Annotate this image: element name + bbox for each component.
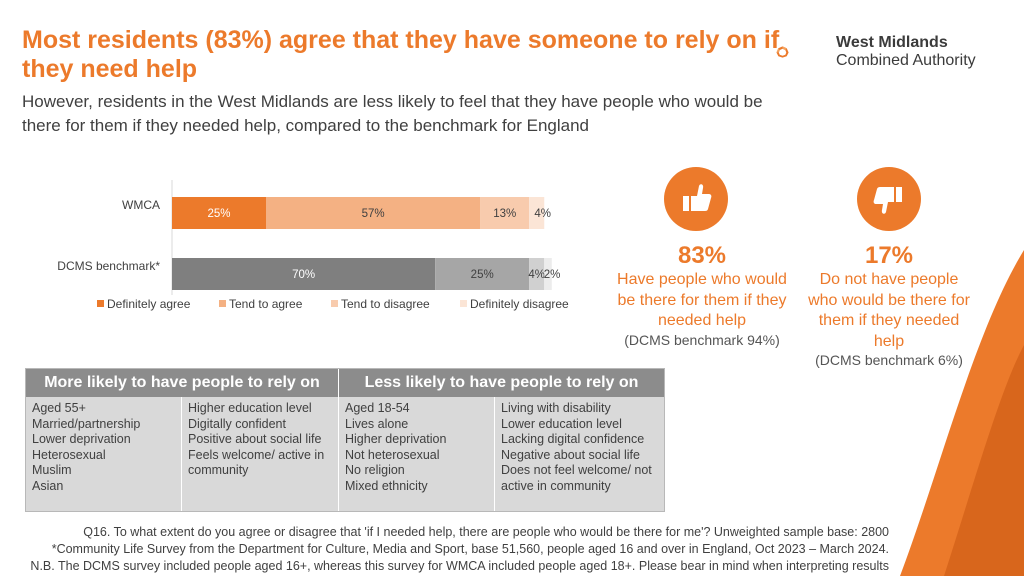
- legend-label: Definitely disagree: [470, 297, 569, 311]
- logo-wordmark: West Midlands Combined Authority: [836, 34, 976, 70]
- data-label: 13%: [493, 208, 516, 220]
- list-item: Positive about social life: [188, 432, 322, 446]
- data-label: 70%: [292, 269, 315, 281]
- more-likely-column-1: Aged 55+ Married/partnership Lower depri…: [26, 397, 181, 511]
- legend-swatch: [460, 300, 467, 307]
- legend-swatch: [97, 300, 104, 307]
- list-item: Does not feel welcome/ not: [501, 463, 652, 477]
- list-item: Muslim: [32, 463, 72, 477]
- bar-segment: [544, 258, 552, 290]
- agree-desc-line: be there for them if they: [617, 291, 787, 309]
- disagree-percentage: 17%: [864, 242, 914, 269]
- list-item: No religion: [345, 463, 405, 477]
- footnote-line: *Community Life Survey from the Departme…: [51, 542, 889, 556]
- list-item: Digitally confident: [188, 416, 286, 431]
- agree-desc-line: needed help: [657, 312, 747, 329]
- list-item: Lower deprivation: [32, 432, 131, 446]
- less-likely-column-2: Living with disability Lower education l…: [495, 397, 664, 511]
- legend-label: Tend to agree: [229, 297, 303, 311]
- more-likely-column-2: Higher education level Digitally confide…: [182, 397, 338, 511]
- bar-segment: [529, 258, 545, 290]
- legend-swatch: [219, 300, 226, 307]
- data-label: 25%: [207, 208, 230, 220]
- disagree-desc-line: help: [873, 332, 905, 350]
- page-subtitle: However, residents in the West Midlands …: [22, 92, 763, 135]
- less-likely-column-1: Aged 18-54 Lives alone Higher deprivatio…: [339, 397, 494, 511]
- logo-line-2: Combined Authority: [836, 52, 976, 69]
- bar-segment: [266, 197, 481, 229]
- logo-line-1: West Midlands: [836, 34, 948, 51]
- footnotes: Q16. To what extent do you agree or disa…: [9, 524, 889, 575]
- list-item: Asian: [32, 478, 64, 493]
- agree-percentage: 83%: [677, 242, 727, 269]
- bar-segment: [172, 197, 266, 229]
- footnote-line: Q16. To what extent do you agree or disa…: [83, 525, 889, 539]
- thumbs-down-icon: [857, 167, 921, 231]
- footnote-line: N.B. The DCMS survey included people age…: [30, 559, 889, 573]
- disagree-desc-line: who would be there for: [808, 291, 970, 309]
- list-item: Aged 55+: [32, 401, 86, 415]
- disagree-benchmark: (DCMS benchmark 6%): [815, 352, 963, 368]
- list-item: Higher education level: [188, 401, 312, 415]
- bar-segment: [529, 197, 545, 229]
- data-label: 4%: [528, 269, 545, 281]
- list-item: Heterosexual: [32, 447, 106, 462]
- data-label: 57%: [362, 208, 385, 220]
- list-item: Living with disability: [501, 401, 611, 415]
- list-item: Lacking digital confidence: [501, 432, 645, 446]
- data-label: 25%: [471, 269, 494, 281]
- legend-label: Definitely agree: [107, 297, 191, 311]
- bar-segment: [435, 258, 530, 290]
- bar-segment: [480, 197, 530, 229]
- category-label: WMCA: [122, 198, 160, 212]
- list-item: Feels welcome/ active in: [188, 447, 325, 462]
- list-item: Not heterosexual: [345, 447, 440, 462]
- data-label: 4%: [534, 208, 551, 220]
- data-label: 2%: [544, 269, 561, 281]
- list-item: Lives alone: [345, 416, 409, 431]
- list-item: community: [188, 463, 249, 477]
- list-item: Lower education level: [501, 416, 622, 431]
- disagree-desc-line: them if they needed: [818, 312, 960, 329]
- list-item: Aged 18-54: [345, 401, 410, 415]
- less-likely-header: Less likely to have people to rely on: [339, 369, 664, 397]
- list-item: Married/partnership: [32, 416, 141, 431]
- disagree-description: Do not have people who would be there fo…: [789, 270, 989, 352]
- agree-description: Have people who would be there for them …: [602, 270, 802, 332]
- likelihood-table: More likely to have people to rely on Le…: [25, 368, 665, 512]
- list-item: Negative about social life: [501, 447, 640, 462]
- disagree-desc-line: Do not have people: [819, 271, 959, 288]
- thumbs-up-icon: [664, 167, 728, 231]
- list-item: Higher deprivation: [345, 432, 447, 446]
- list-item: Mixed ethnicity: [345, 478, 428, 493]
- legend-label: Tend to disagree: [341, 297, 430, 311]
- agree-benchmark: (DCMS benchmark 94%): [624, 332, 780, 348]
- legend-swatch: [331, 300, 338, 307]
- more-likely-header: More likely to have people to rely on: [26, 369, 338, 397]
- list-item: active in community: [501, 478, 611, 493]
- category-label: DCMS benchmark*: [57, 259, 160, 273]
- page-title: Most residents (83%) agree that they hav…: [22, 26, 780, 83]
- agree-desc-line: Have people who would: [617, 271, 787, 288]
- bar-segment: [172, 258, 436, 290]
- wmca-logo: [776, 46, 789, 58]
